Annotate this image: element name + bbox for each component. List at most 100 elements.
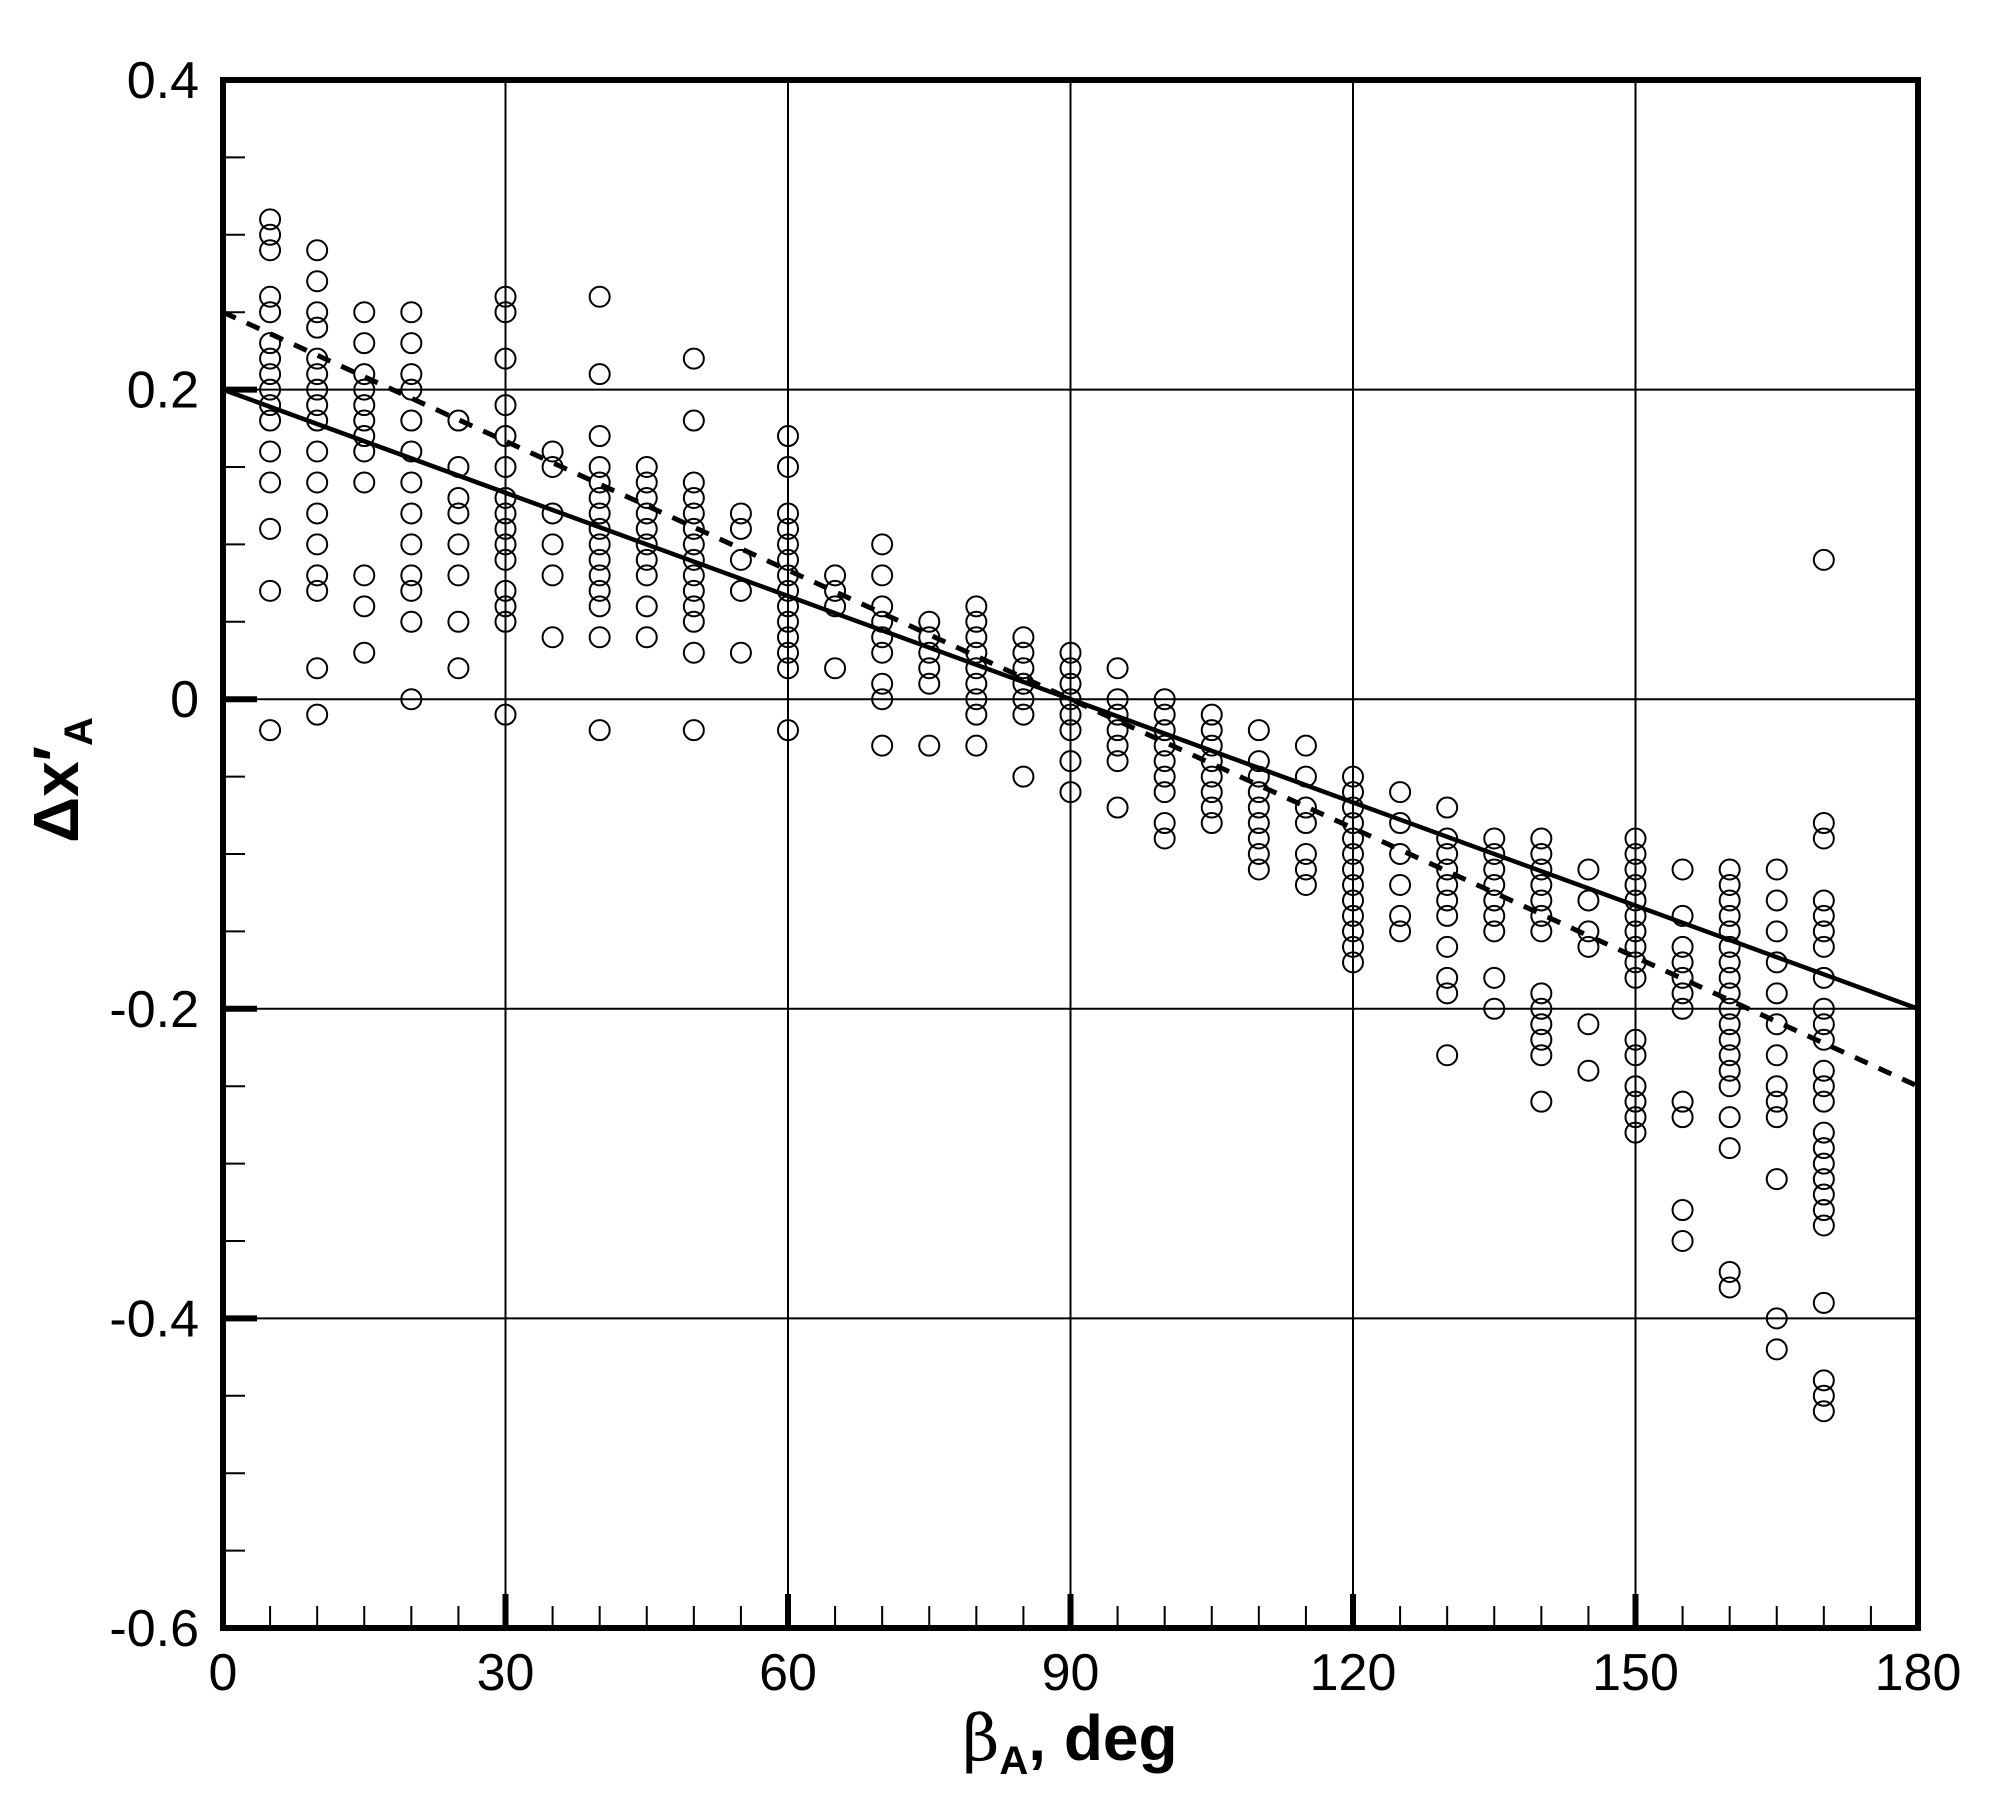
data-point	[1718, 1044, 1741, 1067]
data-point	[1765, 858, 1788, 881]
y-tick-label: -0.6	[109, 1600, 199, 1658]
data-point	[635, 548, 658, 571]
data-point	[400, 533, 423, 556]
data-point	[1106, 688, 1129, 711]
data-point	[1812, 1369, 1835, 1392]
data-point	[353, 564, 376, 587]
data-point	[1059, 781, 1082, 804]
data-point	[588, 285, 611, 308]
data-point	[259, 517, 282, 540]
data-point	[1624, 843, 1647, 865]
data-point	[1342, 873, 1364, 896]
data-point	[1483, 997, 1506, 1020]
data-point	[259, 332, 282, 355]
data-point	[682, 595, 705, 618]
y-tick-label: 0.4	[127, 52, 199, 110]
data-point	[353, 394, 376, 417]
data-point	[1765, 951, 1788, 974]
data-point	[541, 533, 564, 556]
data-point	[1389, 873, 1412, 896]
data-point	[494, 517, 517, 540]
data-points	[259, 208, 1835, 1423]
data-point	[1153, 827, 1176, 850]
data-point	[682, 409, 705, 432]
data-point	[1342, 920, 1364, 943]
data-point	[353, 471, 376, 494]
data-point	[353, 440, 376, 463]
data-point	[588, 595, 611, 618]
data-point	[965, 610, 988, 633]
data-point	[635, 502, 658, 525]
data-point	[1577, 1013, 1600, 1036]
data-point	[494, 285, 517, 308]
data-point	[1247, 827, 1270, 850]
data-point	[494, 502, 517, 525]
data-point	[1436, 843, 1459, 865]
data-point	[1812, 1214, 1835, 1237]
data-point	[1012, 688, 1035, 711]
data-point	[1812, 920, 1835, 943]
data-point	[1294, 873, 1317, 896]
data-point	[1247, 796, 1270, 819]
data-point	[1765, 1044, 1788, 1067]
data-point	[259, 378, 282, 401]
data-point	[1812, 812, 1835, 835]
data-point	[1389, 843, 1412, 865]
data-point	[1342, 765, 1364, 788]
data-point	[1530, 873, 1553, 896]
data-point	[306, 347, 329, 370]
data-point	[1247, 843, 1270, 865]
data-point	[1530, 997, 1553, 1020]
data-point	[1342, 951, 1364, 974]
data-point	[1342, 843, 1364, 865]
y-tick-label: -0.4	[109, 1290, 199, 1348]
data-point	[1718, 982, 1741, 1005]
data-point	[1812, 1183, 1835, 1206]
data-point	[1718, 858, 1741, 881]
data-point	[1718, 904, 1741, 927]
data-point	[306, 564, 329, 587]
data-point	[1718, 1028, 1741, 1051]
data-point	[824, 657, 847, 680]
data-point	[824, 595, 847, 618]
data-point	[1200, 812, 1223, 835]
data-point	[729, 548, 752, 571]
x-tick-label: 90	[1042, 1644, 1100, 1702]
data-point	[1106, 750, 1129, 773]
x-axis-label: βA, deg	[962, 1702, 1177, 1783]
data-point	[400, 409, 423, 432]
data-point	[306, 409, 329, 432]
data-point	[447, 610, 470, 633]
data-point	[1624, 858, 1647, 881]
data-point	[682, 347, 705, 370]
data-point	[965, 595, 988, 618]
x-tick-labels: 0 30 60 90 120 150 180	[209, 1644, 1962, 1702]
data-point	[1812, 1137, 1835, 1160]
data-point	[1059, 688, 1082, 711]
data-point	[306, 378, 329, 401]
data-point	[918, 626, 941, 649]
data-point	[1342, 781, 1364, 804]
data-point	[1765, 1307, 1788, 1330]
data-point	[1530, 827, 1553, 850]
x-axis-label-symbol: β	[962, 1702, 999, 1776]
data-point	[1436, 1044, 1459, 1067]
data-point	[588, 471, 611, 494]
data-point	[353, 425, 376, 448]
data-point	[306, 657, 329, 680]
data-point	[729, 502, 752, 525]
data-point	[1436, 889, 1459, 912]
data-point	[1671, 997, 1694, 1020]
data-point	[353, 409, 376, 432]
x-axis-label-subscript: A	[999, 1739, 1028, 1783]
data-point	[777, 517, 799, 540]
data-point	[1200, 781, 1223, 804]
data-point	[871, 626, 894, 649]
data-point	[1059, 657, 1082, 680]
data-point	[682, 548, 705, 571]
data-point	[729, 579, 752, 602]
data-point	[682, 564, 705, 587]
data-point	[494, 579, 517, 602]
data-point	[1671, 1106, 1694, 1129]
data-point	[1200, 734, 1223, 757]
